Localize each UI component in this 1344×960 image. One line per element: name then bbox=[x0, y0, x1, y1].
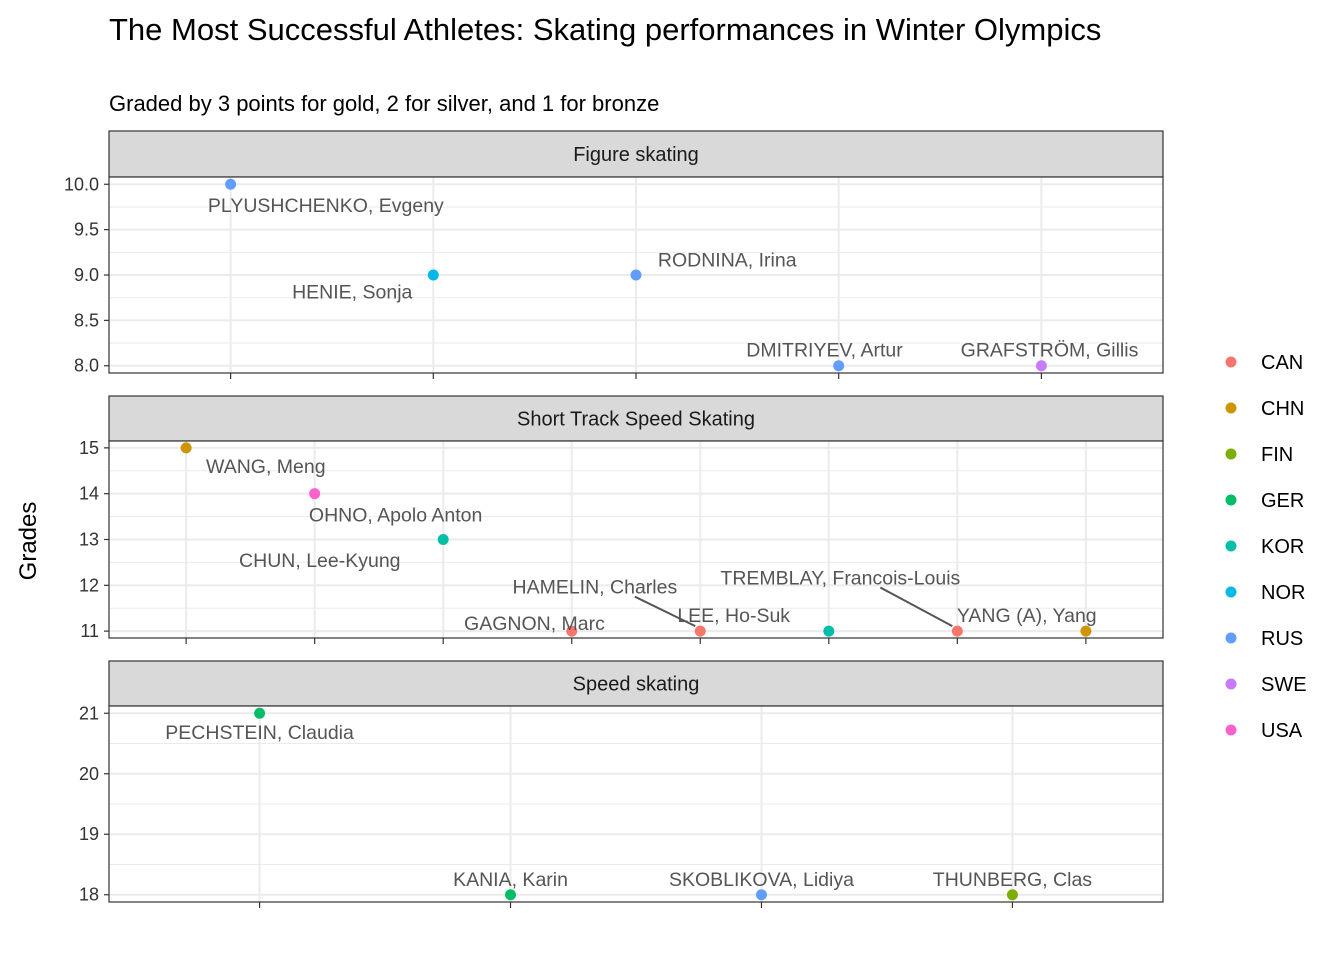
data-point bbox=[427, 269, 439, 281]
legend-label: GER bbox=[1261, 490, 1304, 512]
y-tick-label: 18 bbox=[79, 885, 99, 905]
point-label: RODNINA, Irina bbox=[658, 250, 797, 272]
legend-key bbox=[1225, 632, 1237, 644]
legend-label: SWE bbox=[1261, 674, 1307, 696]
legend-key bbox=[1225, 724, 1237, 736]
y-tick-label: 11 bbox=[80, 621, 99, 641]
data-point bbox=[951, 625, 963, 637]
y-tick-label: 15 bbox=[79, 438, 99, 458]
point-label: PLYUSHCHENKO, Evgeny bbox=[208, 195, 444, 217]
facet-strip-label: Figure skating bbox=[573, 144, 699, 166]
legend-label: USA bbox=[1261, 720, 1303, 742]
chart-title: The Most Successful Athletes: Skating pe… bbox=[109, 12, 1101, 47]
chart-subtitle: Graded by 3 points for gold, 2 for silve… bbox=[109, 91, 659, 116]
facet-strip bbox=[108, 130, 1164, 178]
facet-1: Figure skating 8.0 8.5 9.0 9.5 10.0 PLYUSHCHEN… bbox=[64, 130, 1164, 379]
legend-key bbox=[1225, 540, 1237, 552]
legend-key bbox=[1225, 402, 1237, 414]
data-point bbox=[694, 625, 706, 637]
y-tick-label: 9.5 bbox=[74, 220, 99, 240]
legend-label: CHN bbox=[1261, 398, 1304, 420]
point-label: YANG (A), Yang bbox=[957, 605, 1097, 627]
data-point bbox=[1006, 889, 1018, 901]
panel-border bbox=[108, 705, 1164, 903]
point-label: HENIE, Sonja bbox=[292, 281, 412, 303]
legend-label: KOR bbox=[1261, 536, 1304, 558]
legend-key bbox=[1225, 448, 1237, 460]
y-tick-label: 9.0 bbox=[74, 265, 99, 285]
legend-label: FIN bbox=[1261, 444, 1293, 466]
point-label: HAMELIN, Charles bbox=[513, 577, 678, 599]
point-label: DMITRIYEV, Artur bbox=[746, 339, 903, 361]
legend-key bbox=[1225, 586, 1237, 598]
data-point bbox=[225, 178, 237, 190]
facet-strip-label: Speed skating bbox=[573, 674, 700, 696]
label-leader-line bbox=[634, 595, 696, 628]
y-tick-label: 20 bbox=[79, 764, 99, 784]
facet-3: Speed skating 18 19 20 21 PECHSTEIN, Claudia K… bbox=[79, 660, 1164, 908]
legend-key bbox=[1225, 494, 1237, 506]
point-label: OHNO, Apolo Anton bbox=[309, 504, 482, 526]
legend-label: RUS bbox=[1261, 628, 1303, 650]
legend-label: CAN bbox=[1261, 352, 1303, 374]
facet-strip bbox=[108, 395, 1164, 442]
data-point bbox=[823, 625, 835, 637]
data-point bbox=[755, 889, 767, 901]
data-point bbox=[1035, 360, 1047, 372]
y-tick-label: 13 bbox=[79, 530, 99, 550]
y-tick-label: 12 bbox=[79, 575, 99, 595]
y-tick-label: 8.0 bbox=[74, 356, 99, 376]
point-label: THUNBERG, Clas bbox=[933, 869, 1093, 891]
point-label: GRAFSTRÖM, Gillis bbox=[961, 339, 1139, 361]
data-point bbox=[437, 534, 449, 545]
y-axis-label: Grades bbox=[15, 502, 42, 581]
data-point bbox=[566, 625, 578, 637]
legend-label: NOR bbox=[1261, 582, 1305, 604]
legend: CAN CHN FIN GER KOR NOR RUS SWE USA bbox=[1225, 352, 1307, 742]
point-label: KANIA, Karin bbox=[453, 869, 568, 891]
y-tick-label: 10.0 bbox=[64, 174, 99, 194]
facet-2: Short Track Speed Skating 11 12 13 14 15 WANG,… bbox=[79, 395, 1164, 644]
y-tick-label: 19 bbox=[79, 824, 99, 844]
data-point bbox=[309, 488, 321, 500]
point-label: LEE, Ho-Suk bbox=[677, 605, 790, 627]
facet-strip-label: Short Track Speed Skating bbox=[517, 409, 755, 431]
label-leader-line bbox=[879, 586, 953, 628]
point-label: WANG, Meng bbox=[206, 456, 326, 478]
y-tick-label: 14 bbox=[79, 484, 99, 504]
data-point bbox=[180, 442, 192, 454]
y-tick-label: 8.5 bbox=[74, 310, 99, 330]
data-point bbox=[1080, 625, 1092, 637]
point-label: CHUN, Lee-Kyung bbox=[239, 550, 400, 572]
data-point bbox=[254, 707, 266, 719]
data-point bbox=[505, 889, 517, 901]
legend-key bbox=[1225, 356, 1237, 368]
point-label: PECHSTEIN, Claudia bbox=[165, 722, 354, 744]
y-tick-label: 21 bbox=[79, 703, 99, 723]
point-label: SKOBLIKOVA, Lidiya bbox=[669, 869, 854, 891]
point-label: GAGNON, Marc bbox=[464, 613, 605, 635]
data-point bbox=[630, 269, 642, 281]
point-label: TREMBLAY, Francois-Louis bbox=[720, 568, 960, 590]
legend-key bbox=[1225, 678, 1237, 690]
facet-strip bbox=[108, 660, 1164, 707]
facet-panels: Figure skating 8.0 8.5 9.0 9.5 10.0 PLYUSHCHEN… bbox=[64, 130, 1164, 908]
data-point bbox=[833, 360, 845, 372]
